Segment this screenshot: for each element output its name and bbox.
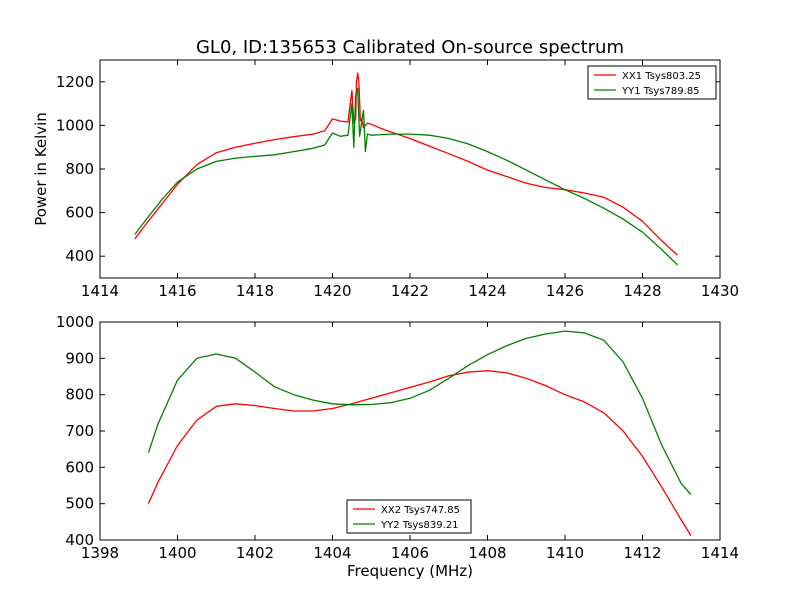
x-tick-label-top-2: 1418: [236, 282, 274, 300]
legend-label-bottom-1: YY2 Tsys839.21: [380, 520, 459, 531]
x-tick-label-bottom-2: 1402: [236, 544, 274, 562]
subplot-bottom: 1398 1400 1402 1404 1406 1408 1410 1412 1414 400 5…: [56, 313, 739, 562]
x-tick-label-top-8: 1430: [701, 282, 739, 300]
x-tick-label-top-6: 1426: [546, 282, 584, 300]
legend-label-bottom-0: XX2 Tsys747.85: [381, 505, 460, 516]
x-tick-label-bottom-8: 1414: [701, 544, 739, 562]
x-tick-label-bottom-1: 1400: [158, 544, 196, 562]
x-tick-label-bottom-4: 1406: [391, 544, 429, 562]
x-tick-label-bottom-6: 1410: [546, 544, 584, 562]
figure-title: GL0, ID:135653 Calibrated On-source spec…: [196, 37, 624, 58]
x-tick-label-top-7: 1428: [623, 282, 661, 300]
y-tick-label-top-4: 1200: [56, 73, 94, 91]
y-tick-label-bottom-1: 500: [65, 495, 94, 513]
x-tick-label-bottom-7: 1412: [623, 544, 661, 562]
x-tick-label-bottom-5: 1408: [468, 544, 506, 562]
x-tick-label-top-5: 1424: [468, 282, 506, 300]
y-tick-label-bottom-0: 400: [65, 531, 94, 549]
legend-top: XX1 Tsys803.25 YY1 Tsys789.85: [587, 65, 717, 100]
y-tick-label-bottom-3: 700: [65, 422, 94, 440]
y-tick-label-bottom-6: 1000: [56, 313, 94, 331]
y-tick-label-top-2: 800: [65, 160, 94, 178]
x-tick-label-bottom-0: 1398: [81, 544, 119, 562]
series-line-bottom-1: [147, 330, 692, 496]
legend-box-top: [587, 65, 717, 100]
legend-label-top-1: YY1 Tsys789.85: [621, 86, 700, 97]
series-lines-bottom: [147, 330, 692, 536]
y-tick-label-bottom-4: 800: [65, 386, 94, 404]
y-axis-label-top: Power in Kelvin: [32, 112, 50, 226]
tick-group-bottom: 1398 1400 1402 1404 1406 1408 1410 1412 1414 400 5…: [56, 313, 739, 562]
y-tick-label-top-1: 600: [65, 204, 94, 222]
y-tick-label-top-3: 1000: [56, 116, 94, 134]
series-line-top-1: [134, 87, 678, 266]
tick-group-top: 1414 1416 1418 1420 1422 1424 1426 1428 1430 400 6…: [56, 60, 739, 300]
x-axis-label: Frequency (MHz): [347, 562, 473, 580]
x-tick-label-top-3: 1420: [313, 282, 351, 300]
x-tick-label-top-0: 1414: [81, 282, 119, 300]
x-tick-label-top-1: 1416: [158, 282, 196, 300]
series-line-top-0: [134, 72, 678, 256]
y-tick-label-bottom-5: 900: [65, 349, 94, 367]
y-tick-label-top-0: 400: [65, 247, 94, 265]
x-tick-label-bottom-3: 1404: [313, 544, 351, 562]
legend-box-bottom: [346, 499, 472, 534]
x-tick-label-top-4: 1422: [391, 282, 429, 300]
legend-label-top-0: XX1 Tsys803.25: [622, 71, 701, 82]
y-tick-label-bottom-2: 600: [65, 458, 94, 476]
series-lines-top: [134, 72, 678, 266]
subplot-top: 1414 1416 1418 1420 1422 1424 1426 1428 1430 400 6…: [32, 59, 739, 300]
series-line-bottom-0: [147, 370, 692, 536]
legend-bottom: XX2 Tsys747.85 YY2 Tsys839.21: [346, 499, 472, 534]
